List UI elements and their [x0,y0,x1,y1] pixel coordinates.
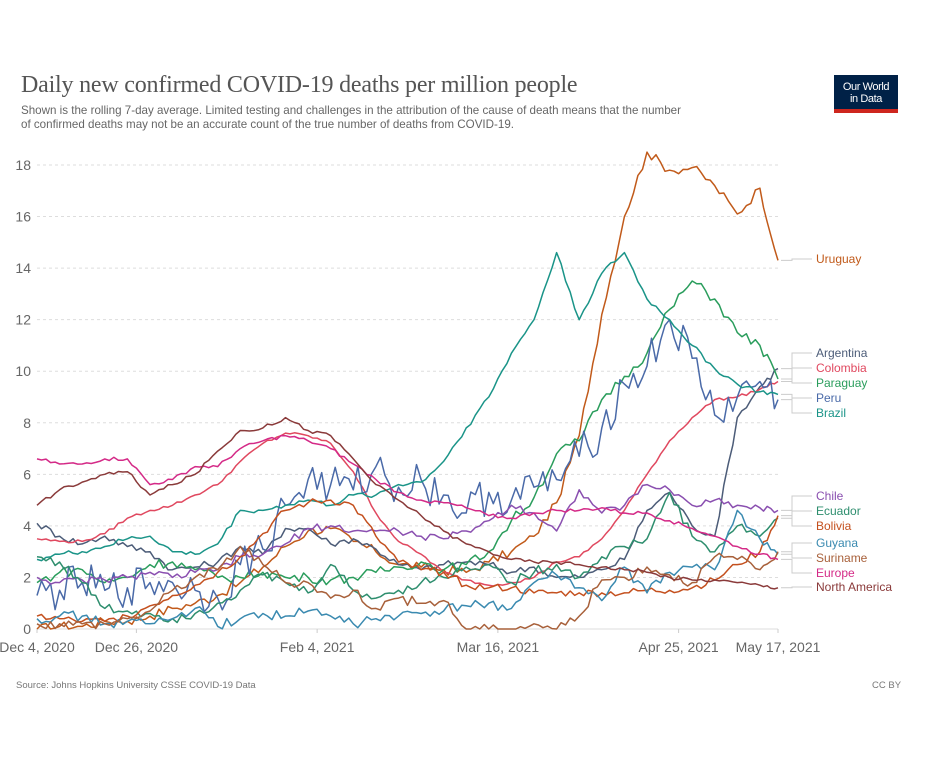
y-tick-label: 6 [23,466,31,482]
series-line-guyana[interactable] [36,509,779,630]
legend-label-suriname[interactable]: Suriname [816,551,868,565]
legend-label-ecuador[interactable]: Ecuador [816,504,861,518]
license-note[interactable]: CC BY [872,680,902,691]
legend-connector [781,510,812,519]
x-tick-label: Dec 4, 2020 [0,639,75,655]
y-tick-label: 16 [15,209,31,225]
legend-connector [781,542,812,555]
series-line-colombia[interactable] [36,380,779,587]
legend-connector [781,515,812,527]
series-line-paraguay[interactable] [36,280,779,586]
series-line-brazil[interactable] [36,251,779,562]
legend-label-guyana[interactable]: Guyana [816,536,858,550]
x-tick-label: Mar 16, 2021 [457,639,540,655]
y-tick-label: 14 [15,260,31,276]
y-tick-label: 8 [23,415,31,431]
legend-label-brazil[interactable]: Brazil [816,406,846,420]
y-tick-label: 0 [23,621,31,637]
x-tick-label: Dec 26, 2020 [95,639,178,655]
x-tick-label: May 17, 2021 [736,639,821,655]
legend-connector [781,367,812,382]
legend-label-europe[interactable]: Europe [816,566,855,580]
logo-line-1: Our World [842,81,890,93]
x-tick-label: Apr 25, 2021 [639,639,719,655]
series-line-suriname[interactable] [36,545,779,630]
series-lines [36,151,779,630]
logo-line-2: in Data [849,93,883,105]
y-tick-label: 18 [15,157,31,173]
series-line-chile[interactable] [36,483,779,585]
legend-label-argentina[interactable]: Argentina [816,346,868,360]
y-tick-label: 4 [23,518,31,534]
legend-connector [781,258,812,261]
series-line-europe[interactable] [36,434,779,561]
legend-connector [781,393,812,414]
series-line-argentina[interactable] [36,367,779,579]
owid-logo[interactable]: Our World in Data [834,75,898,113]
subtitle-line-1: Shown is the rolling 7-day average. Limi… [21,104,681,117]
chart-title: Daily new confirmed COVID-19 deaths per … [21,72,578,98]
series-line-uruguay[interactable] [36,151,779,630]
legend-label-paraguay[interactable]: Paraguay [816,376,867,390]
legend-label-colombia[interactable]: Colombia [816,361,867,375]
legend-connector [781,558,812,574]
legend-connector [781,352,812,370]
y-tick-label: 10 [15,363,31,379]
series-line-bolivia[interactable] [36,498,779,623]
legend-label-uruguay[interactable]: Uruguay [816,252,861,266]
legend-connector [781,495,812,511]
gridlines [37,164,778,578]
subtitle-line-2: of confirmed deaths may not be an accura… [21,118,514,131]
legend-label-chile[interactable]: Chile [816,489,844,503]
series-line-north-america[interactable] [36,416,779,590]
series-line-peru[interactable] [36,318,779,613]
y-tick-label: 2 [23,569,31,585]
legend-connector [781,378,812,384]
legend-connector [781,551,812,559]
y-tick-label: 12 [15,312,31,328]
source-note[interactable]: Source: Johns Hopkins University CSSE CO… [16,680,256,691]
y-axis: 0 2 4 6 8 10 12 14 16 18 [15,157,31,637]
legend-label-bolivia[interactable]: Bolivia [816,519,852,533]
x-axis: Dec 4, 2020 Dec 26, 2020 Feb 4, 2021 Mar 16… [0,628,821,655]
legend-label-north-america[interactable]: North America [816,580,892,594]
chart-subtitle: Shown is the rolling 7-day average. Limi… [21,104,821,132]
legend-connector [781,397,812,401]
x-tick-label: Feb 4, 2021 [280,639,355,655]
legend-label-peru[interactable]: Peru [816,391,841,405]
legend: Uruguay ArgentinaColombiaParaguayPeruBraz… [781,252,892,594]
legend-connector [781,586,812,589]
